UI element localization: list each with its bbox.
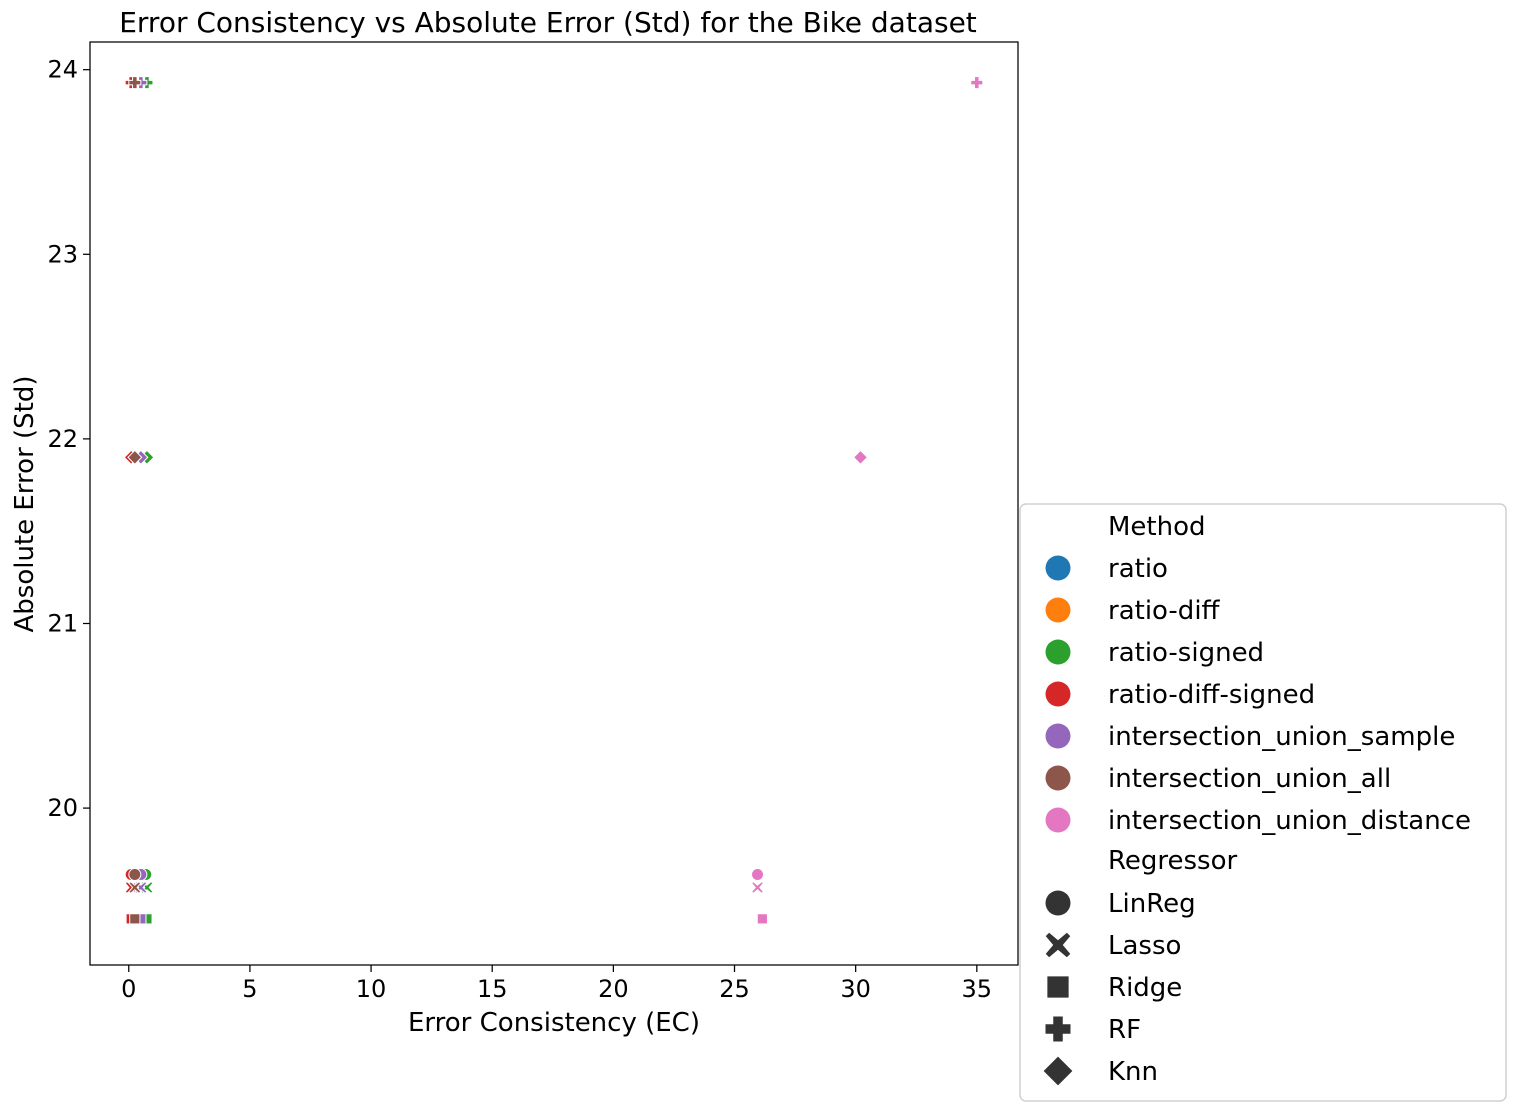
- legend-label-regressor: LinReg: [1108, 889, 1196, 919]
- y-axis-label: Absolute Error (Std): [10, 375, 40, 632]
- x-tick-label: 5: [242, 975, 257, 1003]
- x-tick-label: 35: [962, 975, 993, 1003]
- data-point-knn: [127, 449, 143, 465]
- legend-marker-lasso: [1045, 932, 1071, 958]
- x-tick-label: 10: [356, 975, 387, 1003]
- legend-label-method: ratio-signed: [1108, 638, 1264, 668]
- y-tick-label: 22: [47, 425, 78, 453]
- data-point-knn: [852, 449, 869, 465]
- x-tick-label: 30: [840, 975, 871, 1003]
- legend-marker-intersection-union-distance: [1045, 807, 1071, 833]
- legend-title-method: Method: [1108, 512, 1206, 542]
- x-tick-label: 20: [598, 975, 629, 1003]
- y-tick-label: 21: [47, 609, 78, 637]
- data-point-ridge: [756, 913, 768, 925]
- y-tick-label: 23: [47, 240, 78, 268]
- legend-marker-linreg: [1045, 890, 1071, 916]
- y-axis: 20 21 22 23 24: [47, 56, 90, 822]
- legend-marker-intersection-union-all: [1045, 765, 1071, 791]
- series-intersection-union-sample: [133, 76, 149, 925]
- data-point-rf: [128, 76, 142, 90]
- legend-marker-rf: [1045, 1016, 1071, 1042]
- data-point-lasso: [128, 880, 142, 895]
- data-point-linreg: [751, 868, 765, 882]
- x-axis-label: Error Consistency (EC): [408, 1008, 700, 1038]
- legend-title-regressor: Regressor: [1108, 846, 1238, 876]
- series-ratio-diff-signed: [123, 76, 139, 925]
- data-point-linreg: [128, 868, 142, 882]
- x-tick-label: 25: [719, 975, 750, 1003]
- legend-label-method: intersection_union_all: [1108, 764, 1391, 794]
- y-tick-label: 20: [47, 794, 78, 822]
- x-tick-label: 15: [477, 975, 508, 1003]
- series-ratio-signed: [139, 76, 155, 925]
- chart-title: Error Consistency vs Absolute Error (Std…: [119, 6, 977, 39]
- series-ratio: [124, 76, 141, 925]
- legend-label-regressor: Knn: [1108, 1057, 1158, 1087]
- y-tick-label: 24: [47, 56, 78, 84]
- legend-marker-ratio-diff-signed: [1045, 681, 1071, 707]
- legend-label-regressor: Ridge: [1108, 973, 1182, 1003]
- plot-frame: [89, 41, 1019, 966]
- data-point-lasso: [750, 880, 765, 895]
- data-point-rf: [970, 76, 984, 90]
- series-intersection-union-distance: [750, 76, 984, 925]
- legend-marker-ratio-signed: [1045, 639, 1071, 665]
- legend-marker-ratio-diff: [1045, 597, 1071, 623]
- legend-label-method: ratio-diff: [1108, 596, 1221, 626]
- legend: Method ratio ratio-diff ratio-signed ratio-d…: [1019, 503, 1507, 1102]
- legend-marker-ratio: [1045, 555, 1071, 581]
- legend-label-regressor: RF: [1108, 1015, 1141, 1045]
- series-ratio-diff: [126, 76, 142, 925]
- legend-label-method: ratio: [1108, 554, 1168, 584]
- x-axis: 0 5 10 15 20 25 30 35: [121, 965, 992, 1003]
- legend-marker-intersection-union-sample: [1045, 723, 1071, 749]
- legend-marker-knn: [1043, 1056, 1073, 1086]
- legend-box: [1019, 503, 1507, 1102]
- x-tick-label: 0: [121, 975, 136, 1003]
- legend-label-method: intersection_union_sample: [1108, 722, 1455, 752]
- legend-marker-ridge: [1047, 976, 1069, 998]
- legend-label-regressor: Lasso: [1108, 931, 1181, 961]
- legend-label-method: ratio-diff-signed: [1108, 680, 1315, 710]
- data-point-ridge: [129, 913, 141, 925]
- plot-area: [123, 76, 984, 925]
- legend-label-method: intersection_union_distance: [1108, 806, 1471, 836]
- series-intersection-union-all: [127, 76, 143, 925]
